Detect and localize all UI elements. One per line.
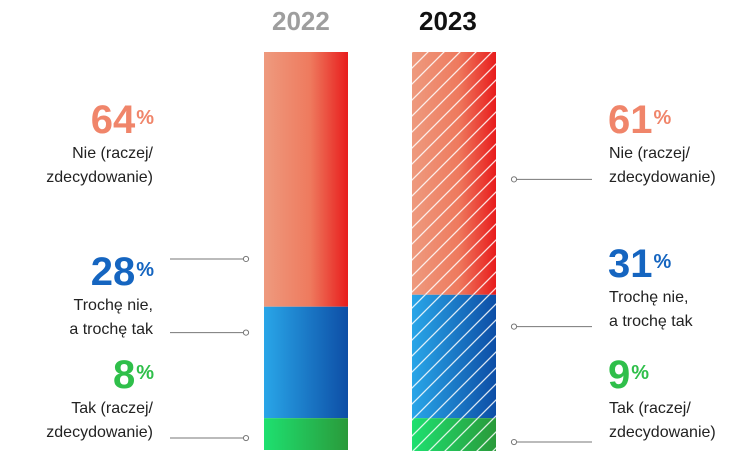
label-2023-tak: Tak (raczej/ zdecydowanie) xyxy=(609,397,716,445)
pct-2023-tak: 9% xyxy=(608,355,649,395)
pct-2023-tak-value: 9 xyxy=(608,353,631,397)
connector-dot-2023-nie xyxy=(510,176,518,183)
label-2022-nie: Nie (raczej/ zdecydowanie) xyxy=(46,142,153,190)
label-2022-tak: Tak (raczej/ zdecydowanie) xyxy=(46,397,153,445)
label-2023-troche-line1: Trochę nie, xyxy=(609,289,689,306)
year-label-2023: 2023 xyxy=(419,6,477,36)
label-2023-tak-line2: zdecydowanie) xyxy=(609,424,716,441)
pct-2023-tak-sign: % xyxy=(631,362,650,384)
label-2022-nie-line1: Nie (raczej/ xyxy=(72,145,153,162)
label-2022-troche: Trochę nie, a trochę tak xyxy=(69,294,153,342)
connector-dot-2023-troche xyxy=(510,323,518,330)
label-2022-tak-line1: Tak (raczej/ xyxy=(71,400,153,417)
pct-2022-troche-sign: % xyxy=(136,259,154,281)
pct-2023-troche-sign: % xyxy=(653,251,672,273)
bar-2022-nie xyxy=(264,52,348,307)
pct-2023-nie-value: 61 xyxy=(608,98,653,142)
bar-2023-tak-hatch xyxy=(412,418,496,451)
pct-2022-tak-sign: % xyxy=(136,362,154,384)
label-2023-troche-line2: a trochę tak xyxy=(609,313,693,330)
connector-dot-2022-nie xyxy=(242,255,250,263)
year-label-2022: 2022 xyxy=(272,6,330,36)
label-2022-tak-line2: zdecydowanie) xyxy=(46,424,153,441)
pct-2022-nie-value: 64 xyxy=(90,98,136,142)
label-2023-troche: Trochę nie, a trochę tak xyxy=(609,286,693,334)
pct-2023-nie: 61% xyxy=(608,100,671,140)
pct-2022-tak-value: 8 xyxy=(112,353,136,397)
label-2023-nie-line1: Nie (raczej/ xyxy=(609,145,690,162)
pct-2022-nie-sign: % xyxy=(136,107,154,129)
pct-2022-troche: 28% xyxy=(91,252,154,292)
label-2022-nie-line2: zdecydowanie) xyxy=(46,169,153,186)
label-2023-tak-line1: Tak (raczej/ xyxy=(609,400,691,417)
pct-2022-troche-value: 28 xyxy=(90,250,136,294)
label-2023-nie-line2: zdecydowanie) xyxy=(609,169,716,186)
connector-dot-2023-tak xyxy=(510,438,518,446)
connector-dot-2022-tak xyxy=(242,434,250,442)
pct-2023-troche-value: 31 xyxy=(608,242,653,286)
bar-2023-troche-hatch xyxy=(412,294,496,419)
pct-2022-tak: 8% xyxy=(113,355,154,395)
pct-2023-troche: 31% xyxy=(608,244,671,284)
pct-2022-nie: 64% xyxy=(91,100,154,140)
label-2022-troche-line2: a trochę tak xyxy=(69,321,153,338)
connector-dot-2022-troche xyxy=(242,329,250,336)
bar-2022-troche xyxy=(264,306,348,419)
label-2023-nie: Nie (raczej/ zdecydowanie) xyxy=(609,142,716,190)
label-2022-troche-line1: Trochę nie, xyxy=(73,297,153,314)
bar-2023-nie-hatch xyxy=(412,52,496,295)
bar-2022-tak xyxy=(264,418,348,450)
pct-2023-nie-sign: % xyxy=(653,107,672,129)
